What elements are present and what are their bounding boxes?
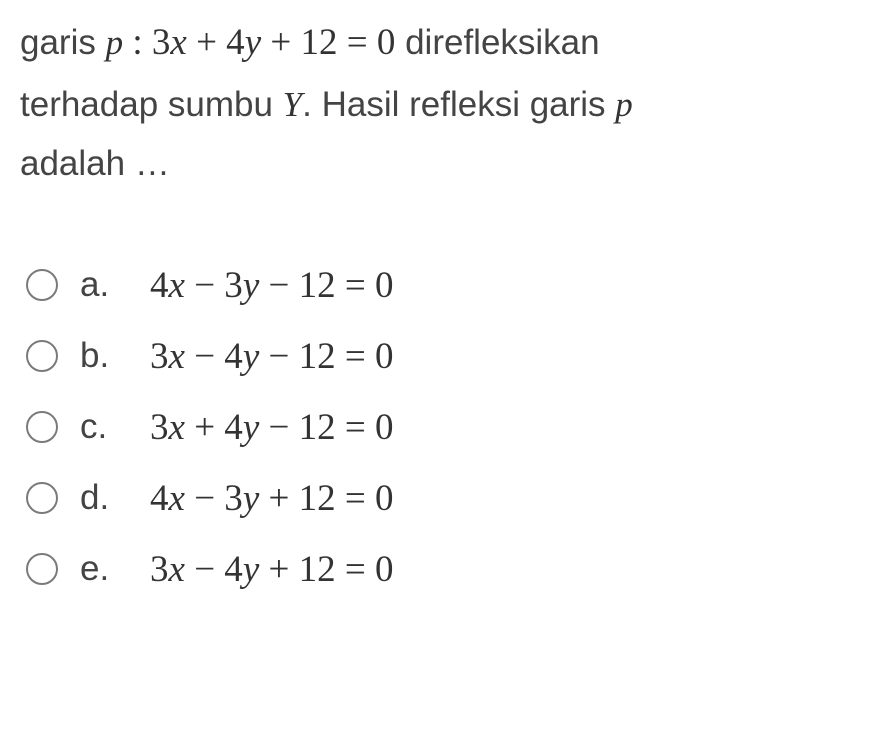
question-colon: : — [123, 22, 152, 63]
option-eq-e: 3x − 4y + 12 = 0 — [150, 548, 393, 591]
question-line2-pre: terhadap sumbu — [20, 85, 283, 124]
question-eq-c1: 3 — [152, 22, 171, 63]
radio-e[interactable] — [26, 553, 58, 585]
question-var-p2: p — [615, 85, 633, 124]
question-line3: adalah … — [20, 144, 170, 183]
question-var-Y: Y — [283, 85, 302, 124]
radio-b[interactable] — [26, 340, 58, 372]
radio-d[interactable] — [26, 482, 58, 514]
option-letter-a: a. — [80, 265, 128, 305]
option-eq-b: 3x − 4y − 12 = 0 — [150, 335, 393, 378]
option-e[interactable]: e. 3x − 4y + 12 = 0 — [26, 548, 872, 591]
question-text-post1: direfleksikan — [395, 23, 599, 62]
option-letter-e: e. — [80, 549, 128, 589]
question-eq-x: x — [170, 22, 186, 63]
option-eq-c: 3x + 4y − 12 = 0 — [150, 406, 393, 449]
option-d[interactable]: d. 4x − 3y + 12 = 0 — [26, 477, 872, 520]
question-line2-post: . Hasil refleksi garis — [302, 85, 615, 124]
option-b[interactable]: b. 3x − 4y − 12 = 0 — [26, 335, 872, 378]
radio-a[interactable] — [26, 269, 58, 301]
option-letter-b: b. — [80, 336, 128, 376]
option-eq-a: 4x − 3y − 12 = 0 — [150, 264, 393, 307]
option-letter-d: d. — [80, 478, 128, 518]
option-c[interactable]: c. 3x + 4y − 12 = 0 — [26, 406, 872, 449]
question-eq-plus1: + 4 — [187, 22, 245, 63]
options-list: a. 4x − 3y − 12 = 0 b. 3x − 4y − 12 = 0 … — [20, 264, 872, 591]
option-eq-d: 4x − 3y + 12 = 0 — [150, 477, 393, 520]
radio-c[interactable] — [26, 411, 58, 443]
question-text-pre1: garis — [20, 23, 106, 62]
question-eq-y: y — [245, 22, 261, 63]
question-stem: garis p : 3x + 4y + 12 = 0 direfleksikan… — [20, 12, 872, 194]
option-letter-c: c. — [80, 407, 128, 447]
question-eq-plus2: + 12 = 0 — [261, 22, 395, 63]
question-var-p: p — [106, 23, 124, 62]
option-a[interactable]: a. 4x − 3y − 12 = 0 — [26, 264, 872, 307]
